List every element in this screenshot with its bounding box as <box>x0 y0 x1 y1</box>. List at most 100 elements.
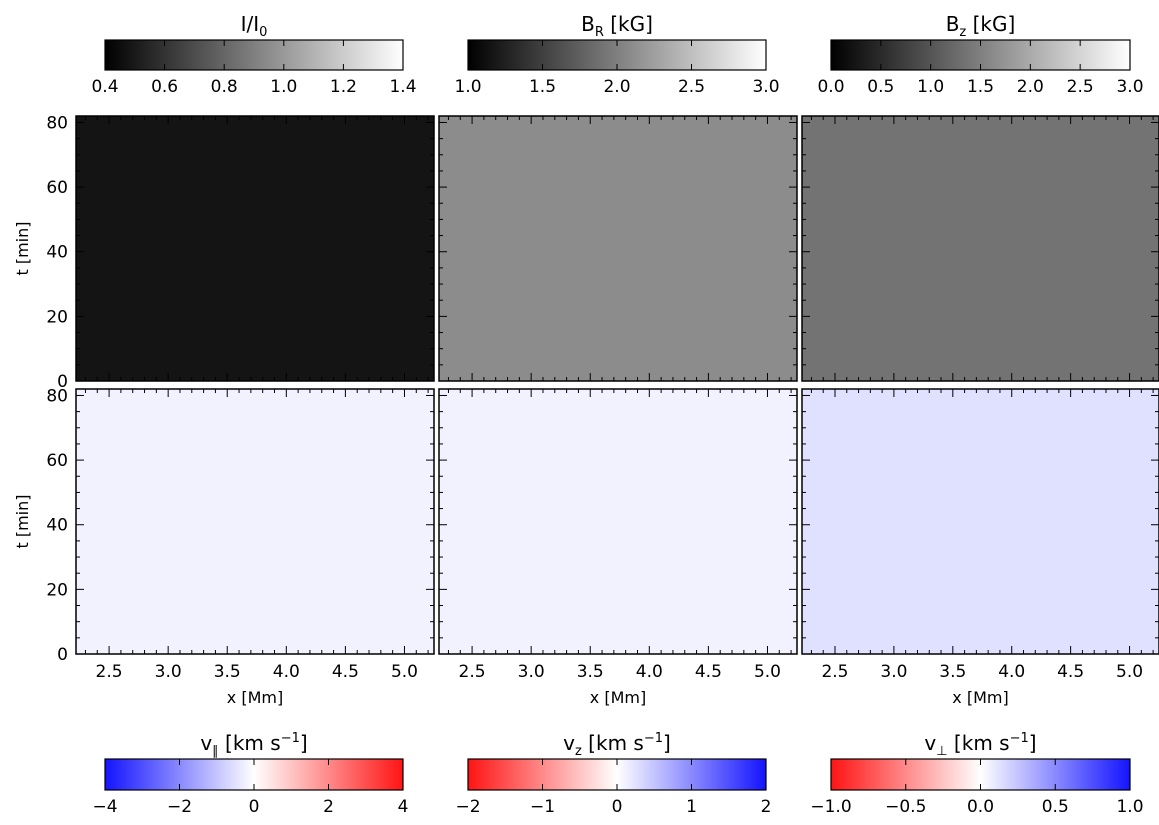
top-colorbar-2-tick-label: 2.5 <box>1067 77 1094 97</box>
bottom-colorbar-1-tick-label: −1 <box>530 797 555 817</box>
heatmap-background <box>76 116 434 381</box>
bottom-colorbar-1-tick-label: 2 <box>761 797 772 817</box>
panel-2 <box>438 115 798 382</box>
x-tick-label: 5.0 <box>391 662 418 682</box>
top-colorbar-1-tick-label: 1.0 <box>454 77 481 97</box>
y-tick-label: 0 <box>57 372 68 392</box>
panel-frame <box>801 115 1159 382</box>
bottom-colorbar-0-tick-label: −4 <box>92 797 117 817</box>
bottom-colorbar-1-title: vz [km s−1] <box>563 731 671 759</box>
heatmap-background <box>802 389 1159 654</box>
panel-1: 0 20 40 60 80 <box>46 113 435 392</box>
y-tick-label: 20 <box>46 580 68 600</box>
y-tick-label: 40 <box>46 516 68 536</box>
bottom-colorbar-0: v∥ [km s−1] −4 −2 0 2 4 <box>92 731 408 817</box>
bottom-colorbar-1-tick-label: 1 <box>686 797 697 817</box>
y-tick-label: 0 <box>57 645 68 665</box>
bottom-colorbar-2-tick-label: 0.0 <box>967 797 994 817</box>
x-tick-label: 4.0 <box>636 662 663 682</box>
top-colorbar-2-title: Bz [kG] <box>946 12 1016 40</box>
top-colorbar-2-tick-label: 1.0 <box>917 77 944 97</box>
bottom-colorbars: v∥ [km s−1] −4 −2 0 2 4 vz [km s−1] −2 −1 0 1 2 v⊥ [… <box>92 731 1143 817</box>
x-tick-label: 3.0 <box>518 662 545 682</box>
top-colorbar-2-tick-label: 3.0 <box>1116 77 1143 97</box>
top-colorbars: I/I0 0.4 0.6 0.8 1.0 1.2 1.4 BR [kG] 1.0 1.5 2.0 2.… <box>91 12 1143 97</box>
top-colorbar-1-tick-label: 1.5 <box>529 77 556 97</box>
x-tick-label: 2.5 <box>96 662 123 682</box>
x-tick-label: 4.5 <box>1057 662 1084 682</box>
x-tick-label: 3.5 <box>577 662 604 682</box>
top-colorbar-1-title: BR [kG] <box>581 12 653 40</box>
bottom-colorbar-0-tick-label: 4 <box>398 797 409 817</box>
y-tick-label: 60 <box>46 451 68 471</box>
top-colorbar-0: I/I0 0.4 0.6 0.8 1.0 1.2 1.4 <box>91 12 416 97</box>
bottom-colorbar-1-tick-label: 0 <box>612 797 623 817</box>
top-colorbar-2-tick-label: 2.0 <box>1017 77 1044 97</box>
bottom-colorbar-0-tick-label: −2 <box>167 797 192 817</box>
panel-frame <box>75 388 435 655</box>
bottom-colorbar-2-tick-label: −1.0 <box>810 797 851 817</box>
x-tick-label: 4.5 <box>695 662 722 682</box>
x-tick-label: 3.5 <box>939 662 966 682</box>
panel-6: 2.5 3.0 3.5 4.0 4.5 5.0 <box>801 388 1159 682</box>
x-tick-label: 4.0 <box>273 662 300 682</box>
x-axis-label: x [Mm] <box>952 688 1008 707</box>
top-colorbar-0-tick-label: 0.8 <box>211 77 238 97</box>
x-axis-label: x [Mm] <box>227 688 283 707</box>
panel-frame <box>438 388 798 655</box>
top-colorbar-2-tick-label: 1.5 <box>967 77 994 97</box>
heatmap-background <box>439 116 797 381</box>
panel-5: 2.5 3.0 3.5 4.0 4.5 5.0 <box>438 388 798 682</box>
top-colorbar-0-tick-label: 1.0 <box>270 77 297 97</box>
heatmap-background <box>439 389 797 654</box>
x-tick-label: 3.0 <box>880 662 907 682</box>
top-colorbar-1: BR [kG] 1.0 1.5 2.0 2.5 3.0 <box>454 12 779 97</box>
panel-frame <box>801 388 1159 655</box>
bottom-colorbar-2-tick-label: −0.5 <box>885 797 926 817</box>
heatmap-background <box>76 389 434 654</box>
x-tick-label: 2.5 <box>459 662 486 682</box>
top-colorbar-1-tick-label: 2.5 <box>678 77 705 97</box>
panel-4: 0 20 40 60 80 2.5 3.0 3.5 4.0 4.5 5.0 <box>46 386 435 682</box>
panel-frame <box>438 115 798 382</box>
y-axis-label: t [min] <box>13 221 32 275</box>
bottom-colorbar-2-tick-label: 0.5 <box>1042 797 1069 817</box>
top-colorbar-0-tick-label: 0.4 <box>91 77 118 97</box>
top-colorbar-2-tick-label: 0.5 <box>867 77 894 97</box>
top-colorbar-0-title: I/I0 <box>241 12 268 40</box>
x-tick-label: 3.5 <box>214 662 241 682</box>
bottom-colorbar-0-tick-label: 2 <box>323 797 334 817</box>
top-colorbar-0-gradient <box>104 39 404 71</box>
y-tick-label: 60 <box>46 178 68 198</box>
top-colorbar-1-tick-label: 3.0 <box>752 77 779 97</box>
y-tick-label: 80 <box>46 113 68 133</box>
x-axis-label: x [Mm] <box>590 688 646 707</box>
bottom-colorbar-0-title: v∥ [km s−1] <box>200 731 307 759</box>
bottom-colorbar-1-tick-label: −2 <box>455 797 480 817</box>
y-axis-label: t [min] <box>13 494 32 548</box>
top-colorbar-0-tick-label: 1.2 <box>330 77 357 97</box>
top-colorbar-1-tick-label: 2.0 <box>603 77 630 97</box>
top-colorbar-0-tick-label: 1.4 <box>389 77 416 97</box>
top-colorbar-2: Bz [kG] 0.0 0.5 1.0 1.5 2.0 2.5 3.0 <box>817 12 1143 97</box>
bottom-colorbar-0-tick-label: 0 <box>249 797 260 817</box>
y-tick-label: 40 <box>46 243 68 263</box>
x-tick-label: 2.5 <box>821 662 848 682</box>
panel-frame <box>75 115 435 382</box>
y-tick-label: 80 <box>46 386 68 406</box>
x-tick-label: 4.0 <box>998 662 1025 682</box>
top-colorbar-2-tick-label: 0.0 <box>817 77 844 97</box>
x-tick-label: 4.5 <box>332 662 359 682</box>
x-tick-label: 3.0 <box>155 662 182 682</box>
bottom-colorbar-2: v⊥ [km s−1] −1.0 −0.5 0.0 0.5 1.0 <box>810 731 1143 817</box>
y-tick-label: 20 <box>46 307 68 327</box>
top-colorbar-0-tick-label: 0.6 <box>151 77 178 97</box>
bottom-colorbar-2-title: v⊥ [km s−1] <box>924 731 1036 759</box>
x-tick-label: 5.0 <box>1116 662 1143 682</box>
axis-labels: t [min] t [min] x [Mm] x [Mm] x [Mm] <box>13 221 1009 707</box>
bottom-colorbar-1: vz [km s−1] −2 −1 0 1 2 <box>455 731 771 817</box>
bottom-colorbar-2-tick-label: 1.0 <box>1116 797 1143 817</box>
heatmap-background <box>802 116 1159 381</box>
